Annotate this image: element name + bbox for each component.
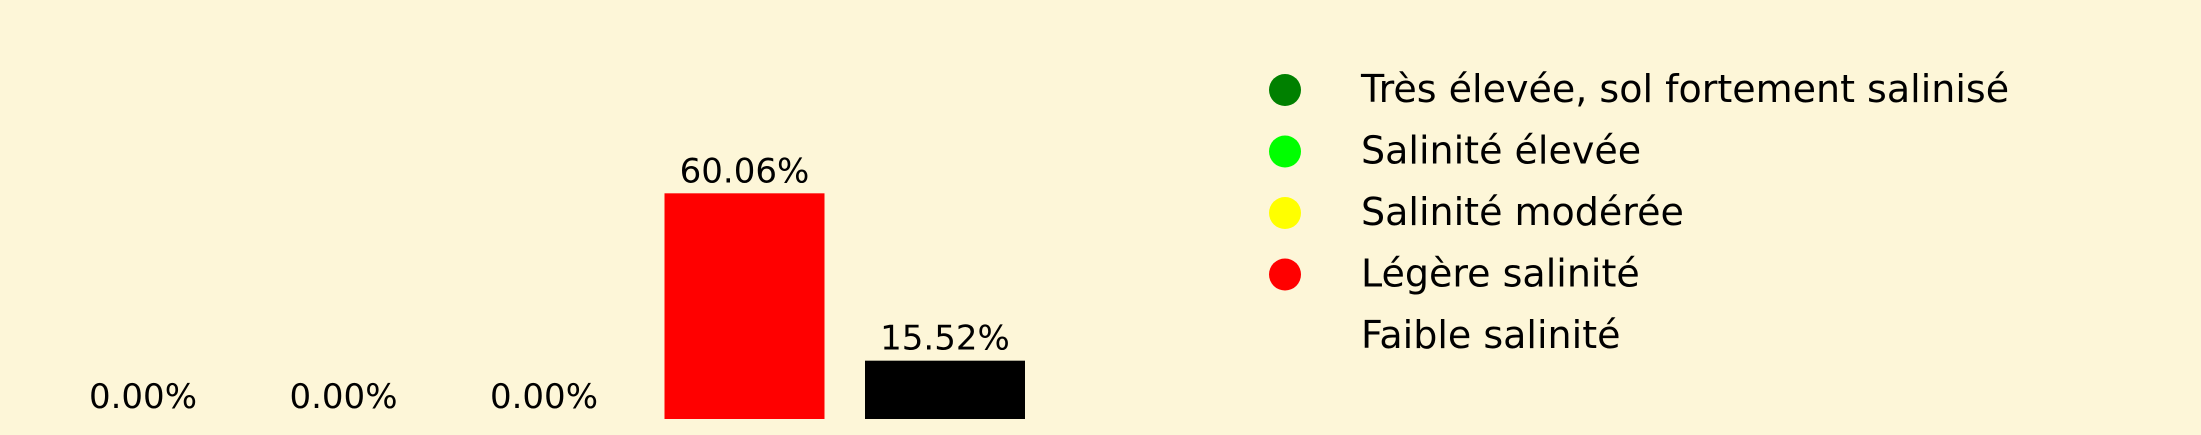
legend-label-0: Très élevée, sol fortement salinisé [1360,67,2009,111]
legend-marker-0 [1269,74,1301,106]
legend-marker-2 [1269,197,1301,229]
data-label-4: 15.52% [880,319,1010,359]
legend-label-4: Faible salinité [1361,313,1620,357]
data-label-0: 0.00% [89,377,197,417]
data-labels-group: 0.00% 0.00% 0.00% 60.06% 15.52% [89,151,1010,417]
bars-group [664,193,1025,419]
legend-marker-3 [1269,258,1301,291]
legend-label-3: Légère salinité [1361,252,1640,296]
bar-4 [865,360,1025,419]
legend: Très élevée, sol fortement salinisé Salin… [1269,67,2009,357]
data-label-1: 0.00% [289,377,397,417]
legend-label-1: Salinité élevée [1361,129,1641,173]
bar-3 [664,193,825,419]
data-label-2: 0.00% [490,377,598,417]
legend-label-2: Salinité modérée [1361,190,1684,234]
legend-marker-1 [1269,135,1301,168]
data-label-3: 60.06% [680,151,810,191]
